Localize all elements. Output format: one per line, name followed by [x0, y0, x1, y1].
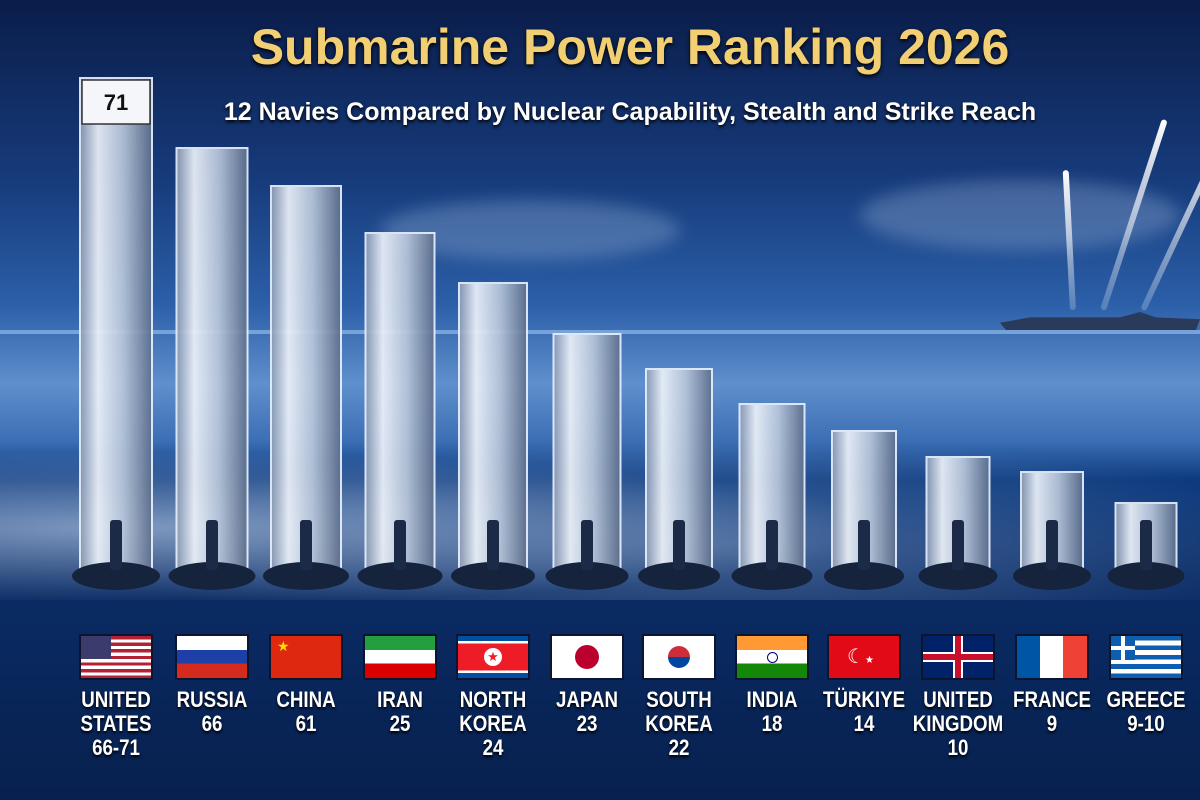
country-label: INDIA 18 [725, 688, 819, 736]
country-name: GREECE [1106, 687, 1186, 712]
country-label: GREECE 9-10 [1099, 688, 1193, 736]
submarine-sail [952, 520, 964, 570]
country-value: 66 [201, 711, 223, 736]
country-name: SOUTH [646, 687, 712, 712]
country-value: 9-10 [1127, 711, 1165, 736]
bar-tr [824, 430, 904, 590]
submarine-icon [72, 562, 160, 590]
flag-kr-icon [642, 634, 716, 680]
country-name: TÜRKIYE [822, 687, 906, 712]
country-label: CHINA 61 [259, 688, 353, 736]
country-name: NORTH [459, 687, 527, 712]
submarine-icon [918, 562, 998, 590]
bar-kp [451, 282, 535, 590]
country-name: KOREA [459, 711, 527, 736]
country-label: RUSSIA 66 [165, 688, 259, 736]
submarine-icon [731, 562, 813, 590]
flag-us-icon [79, 634, 153, 680]
flag-jp-icon [550, 634, 624, 680]
country-value: 66-71 [92, 735, 140, 760]
country-value: 14 [853, 711, 875, 736]
bar-in [731, 403, 813, 590]
bar-kr [638, 368, 720, 590]
submarine-sail [1046, 520, 1058, 570]
top-bar-label-box [81, 79, 151, 125]
country-label: UNITED STATES 66-71 [69, 688, 163, 760]
submarine-icon [168, 562, 256, 590]
submarine-sail [858, 520, 870, 570]
country-label: SOUTH KOREA 22 [632, 688, 726, 760]
submarine-icon [824, 562, 904, 590]
country-name: RUSSIA [176, 687, 248, 712]
country-value: 23 [576, 711, 598, 736]
submarine-sail [766, 520, 778, 570]
bar-gr [1107, 502, 1185, 590]
flag-kp-icon: ★ [456, 634, 530, 680]
bar-fr [1013, 471, 1091, 590]
country-value: 22 [668, 735, 690, 760]
flag-in-icon [735, 634, 809, 680]
submarine-sail [394, 520, 406, 570]
country-label: JAPAN 23 [540, 688, 634, 736]
country-name: INDIA [746, 687, 798, 712]
flag-ir-icon [363, 634, 437, 680]
horizon [0, 330, 1200, 334]
flag-cn-icon: ★ [269, 634, 343, 680]
submarine-icon [263, 562, 349, 590]
flag-gb-icon [921, 634, 995, 680]
country-value: 24 [482, 735, 504, 760]
country-name: UNITED [923, 687, 993, 712]
country-name: KOREA [645, 711, 713, 736]
country-value: 25 [389, 711, 411, 736]
submarine-icon [357, 562, 443, 590]
submarine-icon [1013, 562, 1091, 590]
submarine-sail [487, 520, 499, 570]
country-value: 18 [761, 711, 783, 736]
submarine-icon [1107, 562, 1185, 590]
country-name: JAPAN [555, 687, 618, 712]
country-name: STATES [80, 711, 152, 736]
country-label: TÜRKIYE 14 [817, 688, 911, 736]
flag-gr-icon [1109, 634, 1183, 680]
chart-title: Submarine Power Ranking 2026 [250, 19, 1010, 75]
country-value: 10 [947, 735, 969, 760]
submarine-sail [673, 520, 685, 570]
top-bar-value-label: 71 [104, 90, 128, 115]
submarine-icon [638, 562, 720, 590]
country-name: KINGDOM [912, 711, 1004, 736]
submarine-sail [300, 520, 312, 570]
submarine-sail [110, 520, 122, 570]
chart-subtitle: 12 Navies Compared by Nuclear Capability… [223, 98, 1037, 126]
country-label: UNITED KINGDOM 10 [911, 688, 1005, 760]
bar [79, 77, 153, 581]
submarine-sail [1140, 520, 1152, 570]
country-name: IRAN [377, 687, 423, 712]
bar-cn [263, 185, 349, 590]
bar-jp [545, 333, 629, 590]
submarine-sail [206, 520, 218, 570]
country-name: FRANCE [1013, 687, 1091, 712]
flag-ru-icon [175, 634, 249, 680]
submarine-icon [451, 562, 535, 590]
bar [175, 147, 249, 581]
country-value: 9 [1046, 711, 1058, 736]
bar-ru [168, 147, 256, 590]
country-name: UNITED [81, 687, 151, 712]
country-label: NORTH KOREA 24 [446, 688, 540, 760]
flag-fr-icon [1015, 634, 1089, 680]
flag-tr-icon: ☾★ [827, 634, 901, 680]
country-label: FRANCE 9 [1005, 688, 1099, 736]
submarine-icon [545, 562, 629, 590]
bar-gb [918, 456, 998, 590]
bar-ir [357, 232, 443, 590]
country-name: CHINA [276, 687, 336, 712]
submarine-sail [581, 520, 593, 570]
country-label: IRAN 25 [353, 688, 447, 736]
bar-us [72, 77, 160, 590]
country-value: 61 [295, 711, 317, 736]
